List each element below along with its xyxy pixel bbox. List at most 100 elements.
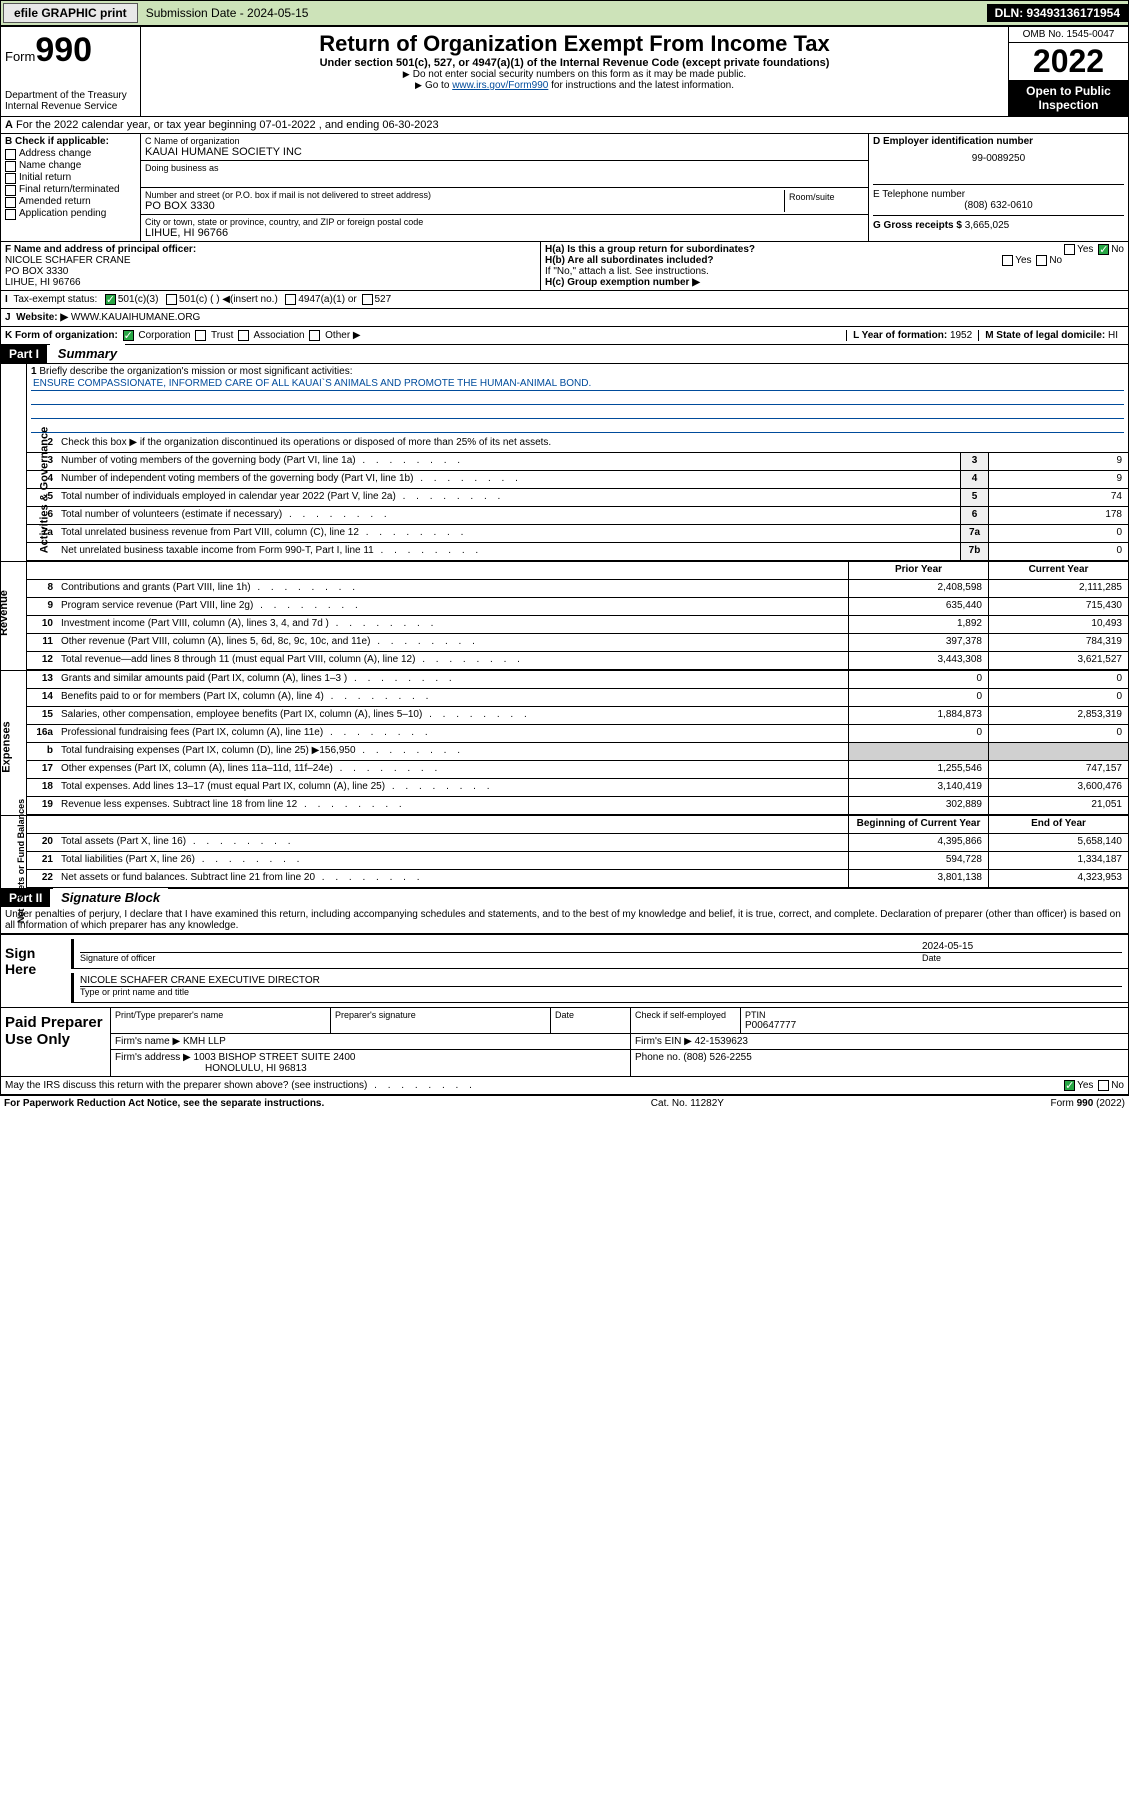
cb-assoc[interactable] (238, 330, 249, 341)
box-b-title: B Check if applicable: (5, 136, 109, 147)
discuss-q: May the IRS discuss this return with the… (5, 1080, 476, 1091)
cb-initial[interactable]: Initial return (5, 172, 136, 183)
cb-name-change[interactable]: Name change (5, 160, 136, 171)
cb-other[interactable] (309, 330, 320, 341)
lbl-firm-ein: Firm's EIN ▶ (635, 1036, 692, 1047)
lbl-room: Room/suite (789, 192, 860, 202)
lbl-phone: E Telephone number (873, 189, 965, 200)
gross-receipts: 3,665,025 (965, 220, 1010, 231)
org-name: KAUAI HUMANE SOCIETY INC (145, 146, 864, 158)
ptin: P00647777 (745, 1020, 1124, 1031)
top-bar: efile GRAPHIC print Submission Date - 20… (0, 0, 1129, 26)
firm-ein: 42-1539623 (695, 1036, 748, 1047)
open-public: Open to Public Inspection (1009, 80, 1128, 116)
submission-date: Submission Date - 2024-05-15 (140, 4, 315, 22)
sig-date: 2024-05-15 (922, 941, 1122, 952)
website: WWW.KAUAIHUMANE.ORG (71, 312, 200, 323)
lbl-firm-addr: Firm's address ▶ (115, 1052, 191, 1063)
efile-btn[interactable]: efile GRAPHIC print (3, 3, 138, 23)
firm-addr2: HONOLULU, HI 96813 (205, 1063, 307, 1074)
part1-hdr: Part I (1, 345, 47, 363)
year-formation: 1952 (950, 330, 972, 341)
lbl-dba: Doing business as (145, 163, 864, 173)
h-c: H(c) Group exemption number ▶ (545, 277, 700, 288)
lbl-ein: D Employer identification number (873, 136, 1033, 147)
lbl-gross: G Gross receipts $ (873, 220, 962, 231)
lbl-form-org: K Form of organization: (5, 330, 118, 341)
form-title: Return of Organization Exempt From Incom… (147, 31, 1002, 57)
omb-no: OMB No. 1545-0047 (1009, 27, 1128, 43)
form-label: Form (5, 49, 35, 64)
col-end: End of Year (988, 816, 1128, 833)
cb-527[interactable] (362, 294, 373, 305)
row-a: For the 2022 calendar year, or tax year … (16, 119, 439, 131)
discuss-no[interactable] (1098, 1080, 1109, 1091)
lbl-officer: F Name and address of principal officer: (5, 244, 196, 255)
dept-1: Department of the Treasury (5, 90, 136, 101)
lbl-print-name: Type or print name and title (80, 986, 1122, 997)
ha-no[interactable] (1098, 244, 1109, 255)
lbl-addr: Number and street (or P.O. box if mail i… (145, 190, 784, 200)
officer-sig-name: NICOLE SCHAFER CRANE EXECUTIVE DIRECTOR (80, 975, 1122, 986)
hb-no[interactable] (1036, 255, 1047, 266)
mission-text: ENSURE COMPASSIONATE, INFORMED CARE OF A… (31, 377, 1124, 391)
cb-501c3[interactable] (105, 294, 116, 305)
lbl-prep-date: Date (555, 1010, 626, 1020)
h-b: H(b) Are all subordinates included? (545, 255, 714, 266)
cb-address-change[interactable]: Address change (5, 148, 136, 159)
vtab-gov: Activities & Governance (38, 427, 50, 554)
foot-r: Form 990 (2022) (1051, 1098, 1125, 1109)
cb-trust[interactable] (195, 330, 206, 341)
lbl-prep-name: Print/Type preparer's name (115, 1010, 326, 1020)
dept-2: Internal Revenue Service (5, 101, 136, 112)
discuss-yes[interactable] (1064, 1080, 1075, 1091)
cb-final[interactable]: Final return/terminated (5, 184, 136, 195)
state-domicile: HI (1108, 330, 1118, 341)
cb-4947[interactable] (285, 294, 296, 305)
org-city: LIHUE, HI 96766 (145, 227, 864, 239)
lbl-sig-date: Date (922, 953, 1122, 963)
ha-yes[interactable] (1064, 244, 1075, 255)
col-prior: Prior Year (848, 562, 988, 579)
phone: (808) 632-0610 (873, 200, 1124, 211)
opt-assoc: Association (253, 330, 304, 341)
q1: Briefly describe the organization's miss… (39, 366, 352, 377)
declaration: Under penalties of perjury, I declare th… (1, 907, 1128, 934)
lbl-firm: Firm's name ▶ (115, 1036, 180, 1047)
h-b-note: If "No," attach a list. See instructions… (545, 266, 1124, 277)
officer-name: NICOLE SCHAFER CRANE (5, 255, 536, 266)
tax-year: 2022 (1009, 43, 1128, 80)
cb-501c[interactable] (166, 294, 177, 305)
foot-m: Cat. No. 11282Y (651, 1098, 724, 1109)
lbl-state: M State of legal domicile: (985, 330, 1105, 341)
hb-yes[interactable] (1002, 255, 1013, 266)
h-a: H(a) Is this a group return for subordin… (545, 244, 755, 255)
paid-preparer: Paid Preparer Use Only (1, 1008, 111, 1076)
opt-other: Other ▶ (325, 330, 360, 341)
section-text: Under section 501(c), 527, or 4947(a)(1)… (147, 57, 1002, 69)
form-wrap: Form990 Department of the Treasury Inter… (0, 26, 1129, 1096)
dln: DLN: 93493136171954 (987, 4, 1128, 22)
sign-here: Sign Here (1, 935, 71, 1007)
lbl-firm-phone: Phone no. (635, 1052, 681, 1063)
q2: Check this box ▶ if the organization dis… (57, 435, 1128, 452)
lbl-org-name: C Name of organization (145, 136, 864, 146)
cb-pending[interactable]: Application pending (5, 208, 136, 219)
opt-501c3: 501(c)(3) (118, 294, 159, 305)
lbl-self-emp: Check if self-employed (635, 1010, 736, 1020)
lbl-website: Website: ▶ (16, 312, 68, 323)
lbl-prep-sig: Preparer's signature (335, 1010, 546, 1020)
irs-link[interactable]: www.irs.gov/Form990 (452, 80, 548, 91)
note-1: Do not enter social security numbers on … (147, 69, 1002, 80)
col-beg: Beginning of Current Year (848, 816, 988, 833)
cb-corp[interactable] (123, 330, 134, 341)
lbl-tax-status: Tax-exempt status: (13, 294, 97, 305)
ein: 99-0089250 (873, 153, 1124, 164)
vtab-rev: Revenue (0, 590, 10, 636)
opt-501c: 501(c) ( ) ◀(insert no.) (179, 294, 278, 305)
cb-amended[interactable]: Amended return (5, 196, 136, 207)
note-2-pre: Go to (425, 80, 452, 91)
opt-trust: Trust (211, 330, 233, 341)
foot-l: For Paperwork Reduction Act Notice, see … (4, 1098, 324, 1109)
vtab-net: Net Assets or Fund Balances (16, 799, 26, 923)
